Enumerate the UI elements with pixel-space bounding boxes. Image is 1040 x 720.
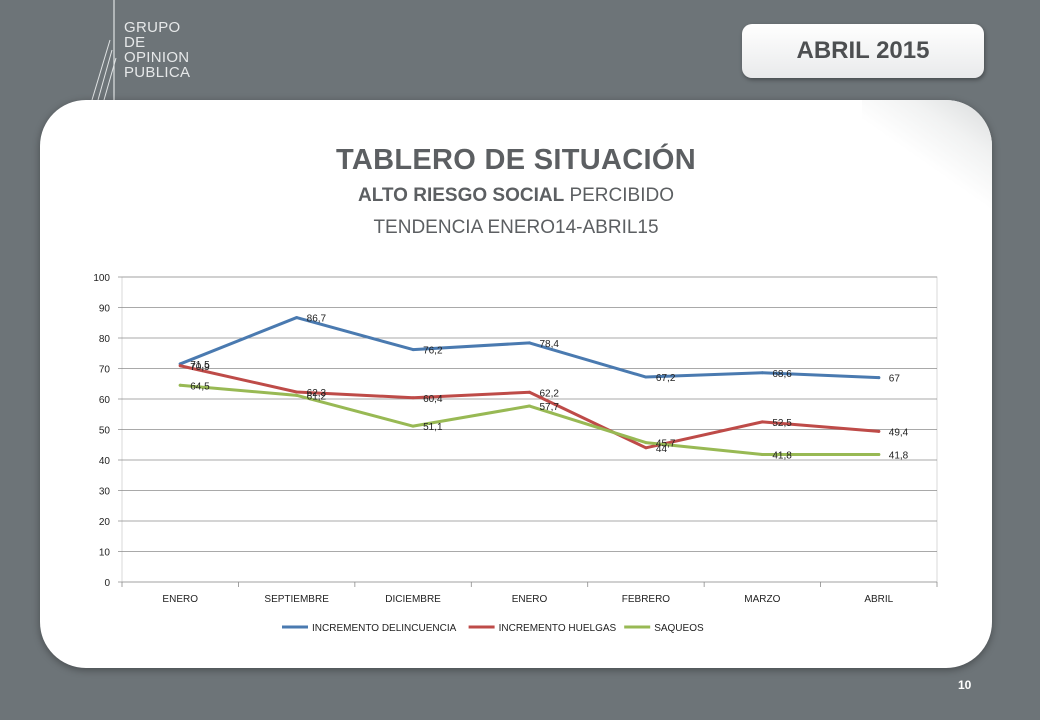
chart-title: TABLERO DE SITUACIÓN bbox=[336, 144, 696, 176]
x-tick-label: ABRIL bbox=[864, 594, 893, 605]
page-curl-decoration bbox=[862, 100, 992, 210]
date-badge: ABRIL 2015 bbox=[742, 24, 984, 78]
data-point bbox=[644, 441, 648, 445]
y-tick-label: 60 bbox=[99, 395, 111, 406]
date-badge-label: ABRIL 2015 bbox=[796, 37, 930, 64]
y-tick-label: 20 bbox=[99, 517, 111, 528]
page-number: 10 bbox=[958, 678, 972, 692]
x-tick-label: DICIEMBRE bbox=[385, 594, 441, 605]
y-tick-label: 80 bbox=[99, 334, 111, 345]
data-point bbox=[411, 396, 415, 400]
data-point bbox=[295, 316, 299, 320]
data-label: 62,3 bbox=[307, 388, 327, 399]
logo-line: PUBLICA bbox=[124, 64, 191, 81]
data-point bbox=[295, 390, 299, 394]
data-label: 70,9 bbox=[190, 362, 210, 373]
chart-titles: TABLERO DE SITUACIÓN ALTO RIESGO SOCIAL … bbox=[40, 144, 992, 239]
x-tick-label: FEBRERO bbox=[622, 594, 671, 605]
data-label: 76,2 bbox=[423, 346, 443, 357]
data-point bbox=[644, 446, 648, 450]
logo: GRUPO DE OPINION PUBLICA bbox=[88, 0, 218, 100]
data-point bbox=[178, 364, 182, 368]
logo-line: DE bbox=[124, 34, 146, 51]
data-label: 71,5 bbox=[190, 360, 210, 371]
data-label: 68,6 bbox=[772, 369, 792, 380]
data-point bbox=[644, 375, 648, 379]
data-label: 57,7 bbox=[540, 402, 560, 413]
y-tick-label: 40 bbox=[99, 456, 111, 467]
data-label: 67 bbox=[889, 374, 901, 385]
data-label: 78,4 bbox=[540, 339, 560, 350]
chart-card: TABLERO DE SITUACIÓN ALTO RIESGO SOCIAL … bbox=[40, 100, 992, 668]
logo-mark-icon bbox=[91, 0, 117, 100]
chart-subtitle-rest: PERCIBIDO bbox=[564, 185, 674, 206]
data-label: 67,2 bbox=[656, 373, 676, 384]
data-point bbox=[295, 393, 299, 397]
chart-subtitle: ALTO RIESGO SOCIAL PERCIBIDO bbox=[40, 185, 992, 207]
y-tick-label: 30 bbox=[99, 487, 111, 498]
data-label: 51,1 bbox=[423, 422, 443, 433]
data-label: 44 bbox=[656, 444, 668, 455]
data-label: 86,7 bbox=[307, 314, 327, 325]
logo-wordmark: GRUPO DE OPINION PUBLICA bbox=[124, 20, 190, 80]
data-point bbox=[411, 348, 415, 352]
y-tick-label: 0 bbox=[104, 578, 110, 589]
x-tick-label: SEPTIEMBRE bbox=[264, 594, 329, 605]
x-tick-label: ENERO bbox=[162, 594, 198, 605]
y-tick-label: 10 bbox=[99, 548, 111, 559]
y-tick-label: 50 bbox=[99, 426, 111, 437]
data-label: 60,4 bbox=[423, 394, 443, 405]
data-label: 62,2 bbox=[540, 388, 560, 399]
data-point bbox=[877, 429, 881, 433]
data-label: 41,8 bbox=[772, 451, 792, 462]
data-point bbox=[528, 341, 531, 345]
data-point bbox=[178, 383, 182, 387]
data-point bbox=[411, 424, 415, 428]
data-label: 52,5 bbox=[772, 418, 792, 429]
data-point bbox=[760, 453, 764, 457]
chart-subtitle-2: TENDENCIA ENERO14-ABRIL15 bbox=[373, 217, 659, 238]
data-point bbox=[760, 371, 764, 375]
x-tick-label: ENERO bbox=[512, 594, 548, 605]
y-tick-label: 90 bbox=[99, 304, 111, 315]
legend-label: INCREMENTO DELINCUENCIA bbox=[312, 623, 457, 634]
legend-label: SAQUEOS bbox=[654, 623, 704, 634]
logo-line: OPINION bbox=[124, 49, 190, 66]
data-point bbox=[877, 376, 881, 380]
data-label: 41,8 bbox=[889, 451, 909, 462]
legend-label: INCREMENTO HUELGAS bbox=[499, 623, 617, 634]
data-label: 49,4 bbox=[889, 427, 909, 438]
y-tick-label: 100 bbox=[93, 273, 110, 284]
data-point bbox=[877, 453, 881, 457]
logo-line: GRUPO bbox=[124, 19, 181, 36]
data-point bbox=[760, 420, 764, 424]
data-label: 45,7 bbox=[656, 439, 676, 450]
data-point bbox=[528, 390, 531, 394]
data-label: 61,2 bbox=[307, 391, 327, 402]
data-point bbox=[528, 404, 531, 408]
chart-subtitle-bold: ALTO RIESGO SOCIAL bbox=[357, 185, 565, 206]
data-label: 64,5 bbox=[190, 381, 210, 392]
x-tick-label: MARZO bbox=[744, 594, 780, 605]
y-tick-label: 70 bbox=[99, 365, 111, 376]
